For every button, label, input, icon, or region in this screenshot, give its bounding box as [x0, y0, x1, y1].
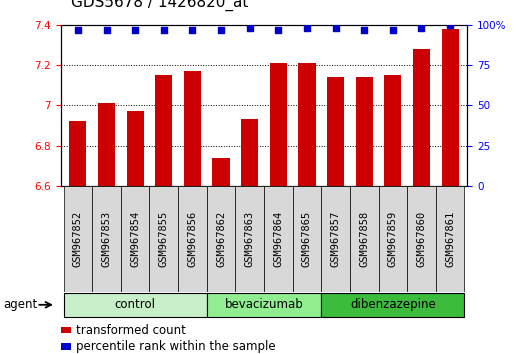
- Bar: [264, 186, 293, 292]
- Text: transformed count: transformed count: [77, 324, 186, 337]
- Bar: [69, 121, 87, 186]
- Text: GSM967860: GSM967860: [417, 211, 427, 267]
- Text: dibenzazepine: dibenzazepine: [350, 298, 436, 311]
- Point: [389, 27, 397, 33]
- Bar: [436, 186, 465, 292]
- Text: control: control: [115, 298, 156, 311]
- Bar: [321, 293, 465, 317]
- Point: [102, 27, 111, 33]
- Bar: [407, 186, 436, 292]
- Point: [74, 27, 82, 33]
- Text: GSM967855: GSM967855: [159, 211, 169, 267]
- Bar: [384, 75, 401, 186]
- Text: GSM967859: GSM967859: [388, 211, 398, 267]
- Point: [274, 27, 282, 33]
- Bar: [63, 186, 92, 292]
- Point: [159, 27, 168, 33]
- Bar: [270, 63, 287, 186]
- Text: GSM967862: GSM967862: [216, 211, 226, 267]
- Text: agent: agent: [3, 298, 37, 311]
- Text: GSM967864: GSM967864: [274, 211, 284, 267]
- Bar: [178, 186, 207, 292]
- Bar: [212, 158, 230, 186]
- Text: GSM967852: GSM967852: [73, 211, 83, 267]
- Bar: [298, 63, 316, 186]
- Bar: [61, 327, 71, 333]
- Bar: [327, 77, 344, 186]
- Bar: [413, 49, 430, 186]
- Bar: [92, 186, 121, 292]
- Bar: [207, 293, 321, 317]
- Point: [131, 27, 139, 33]
- Text: GSM967856: GSM967856: [187, 211, 197, 267]
- Point: [360, 27, 369, 33]
- Text: GSM967854: GSM967854: [130, 211, 140, 267]
- Bar: [293, 186, 321, 292]
- Text: GSM967861: GSM967861: [445, 211, 455, 267]
- Point: [246, 25, 254, 31]
- Bar: [441, 29, 459, 186]
- Bar: [235, 186, 264, 292]
- Bar: [127, 112, 144, 186]
- Text: GSM967863: GSM967863: [244, 211, 254, 267]
- Point: [217, 27, 225, 33]
- Text: percentile rank within the sample: percentile rank within the sample: [77, 341, 276, 353]
- Bar: [379, 186, 407, 292]
- Text: GDS5678 / 1426820_at: GDS5678 / 1426820_at: [71, 0, 249, 11]
- Bar: [149, 186, 178, 292]
- Bar: [61, 343, 71, 350]
- Text: GSM967865: GSM967865: [302, 211, 312, 267]
- Text: GSM967853: GSM967853: [101, 211, 111, 267]
- Bar: [121, 186, 149, 292]
- Bar: [155, 75, 172, 186]
- Bar: [207, 186, 235, 292]
- Point: [188, 27, 196, 33]
- Point: [332, 25, 340, 31]
- Bar: [321, 186, 350, 292]
- Bar: [63, 293, 207, 317]
- Bar: [98, 103, 115, 186]
- Bar: [350, 186, 379, 292]
- Text: GSM967858: GSM967858: [359, 211, 369, 267]
- Text: bevacizumab: bevacizumab: [224, 298, 304, 311]
- Point: [417, 25, 426, 31]
- Text: GSM967857: GSM967857: [331, 211, 341, 267]
- Point: [446, 22, 454, 28]
- Bar: [184, 71, 201, 186]
- Point: [303, 25, 311, 31]
- Bar: [241, 119, 258, 186]
- Bar: [356, 77, 373, 186]
